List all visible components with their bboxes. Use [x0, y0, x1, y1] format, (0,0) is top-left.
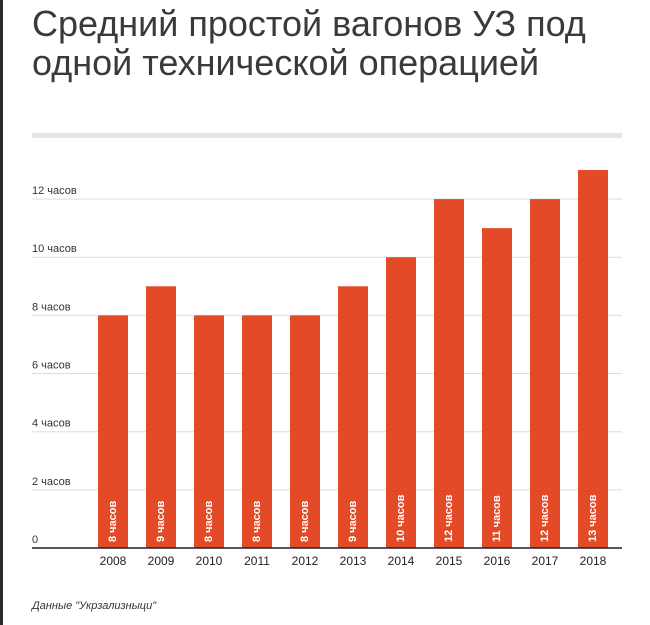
- x-tick-label: 2017: [532, 554, 559, 568]
- y-tick-label: 0: [32, 534, 38, 546]
- bar-data-label: 8 часов: [251, 500, 263, 542]
- x-tick-label: 2008: [100, 554, 127, 568]
- title-rule: [32, 133, 622, 138]
- x-tick-label: 2015: [436, 554, 463, 568]
- y-tick-label: 12 часов: [32, 185, 77, 197]
- bar: [290, 315, 320, 548]
- bar: [530, 199, 560, 549]
- bar: [386, 257, 416, 548]
- x-tick-label: 2009: [148, 554, 175, 568]
- chart-title: Средний простой вагонов УЗ под одной тех…: [32, 3, 586, 83]
- bar: [98, 315, 128, 548]
- bar-data-label: 12 часов: [539, 494, 551, 542]
- bar: [242, 315, 272, 548]
- bars: [98, 170, 608, 549]
- bar: [338, 286, 368, 548]
- y-tick-label: 6 часов: [32, 360, 71, 372]
- y-tick-label: 8 часов: [32, 301, 71, 313]
- x-tick-label: 2016: [484, 554, 511, 568]
- x-tick-label: 2012: [292, 554, 319, 568]
- bar-chart: 0 2 часов 4 часов 6 часов 8 часов 10 часов 12 …: [32, 170, 622, 568]
- bar-data-label: 11 часов: [491, 495, 503, 542]
- bar: [194, 315, 224, 548]
- y-tick-label: 2 часов: [32, 476, 71, 488]
- gridlines: [32, 198, 622, 491]
- bar-data-label: 8 часов: [299, 500, 311, 542]
- x-tick-label: 2014: [388, 554, 415, 568]
- x-tick-label: 2011: [244, 554, 270, 568]
- bar-data-label: 9 часов: [155, 500, 167, 542]
- bar-data-label: 13 часов: [587, 494, 599, 542]
- bar-data-label: 9 часов: [347, 500, 359, 542]
- y-axis-ticks: 0 2 часов 4 часов 6 часов 8 часов 10 часов 12 …: [32, 185, 77, 546]
- x-tick-label: 2010: [196, 554, 223, 568]
- bar: [146, 286, 176, 548]
- bar: [434, 199, 464, 549]
- bar-data-labels: 8 часов 9 часов 8 часов 8 часов 8 часов 9 час…: [107, 494, 599, 542]
- bar-data-label: 8 часов: [203, 500, 215, 542]
- left-border: [0, 0, 3, 625]
- bar-data-label: 8 часов: [107, 500, 119, 542]
- x-tick-label: 2018: [580, 554, 607, 568]
- bar-data-label: 12 часов: [443, 494, 455, 542]
- bar: [482, 228, 512, 548]
- x-axis-ticks: 2008 2009 2010 2011 2012 2013 2014 2015 2016 2017…: [100, 554, 607, 568]
- bar: [578, 170, 608, 548]
- y-tick-label: 10 часов: [32, 243, 77, 255]
- bar-data-label: 10 часов: [395, 494, 407, 542]
- y-tick-label: 4 часов: [32, 418, 71, 430]
- x-tick-label: 2013: [340, 554, 367, 568]
- source-note: Данные "Укрзализныци": [32, 600, 157, 612]
